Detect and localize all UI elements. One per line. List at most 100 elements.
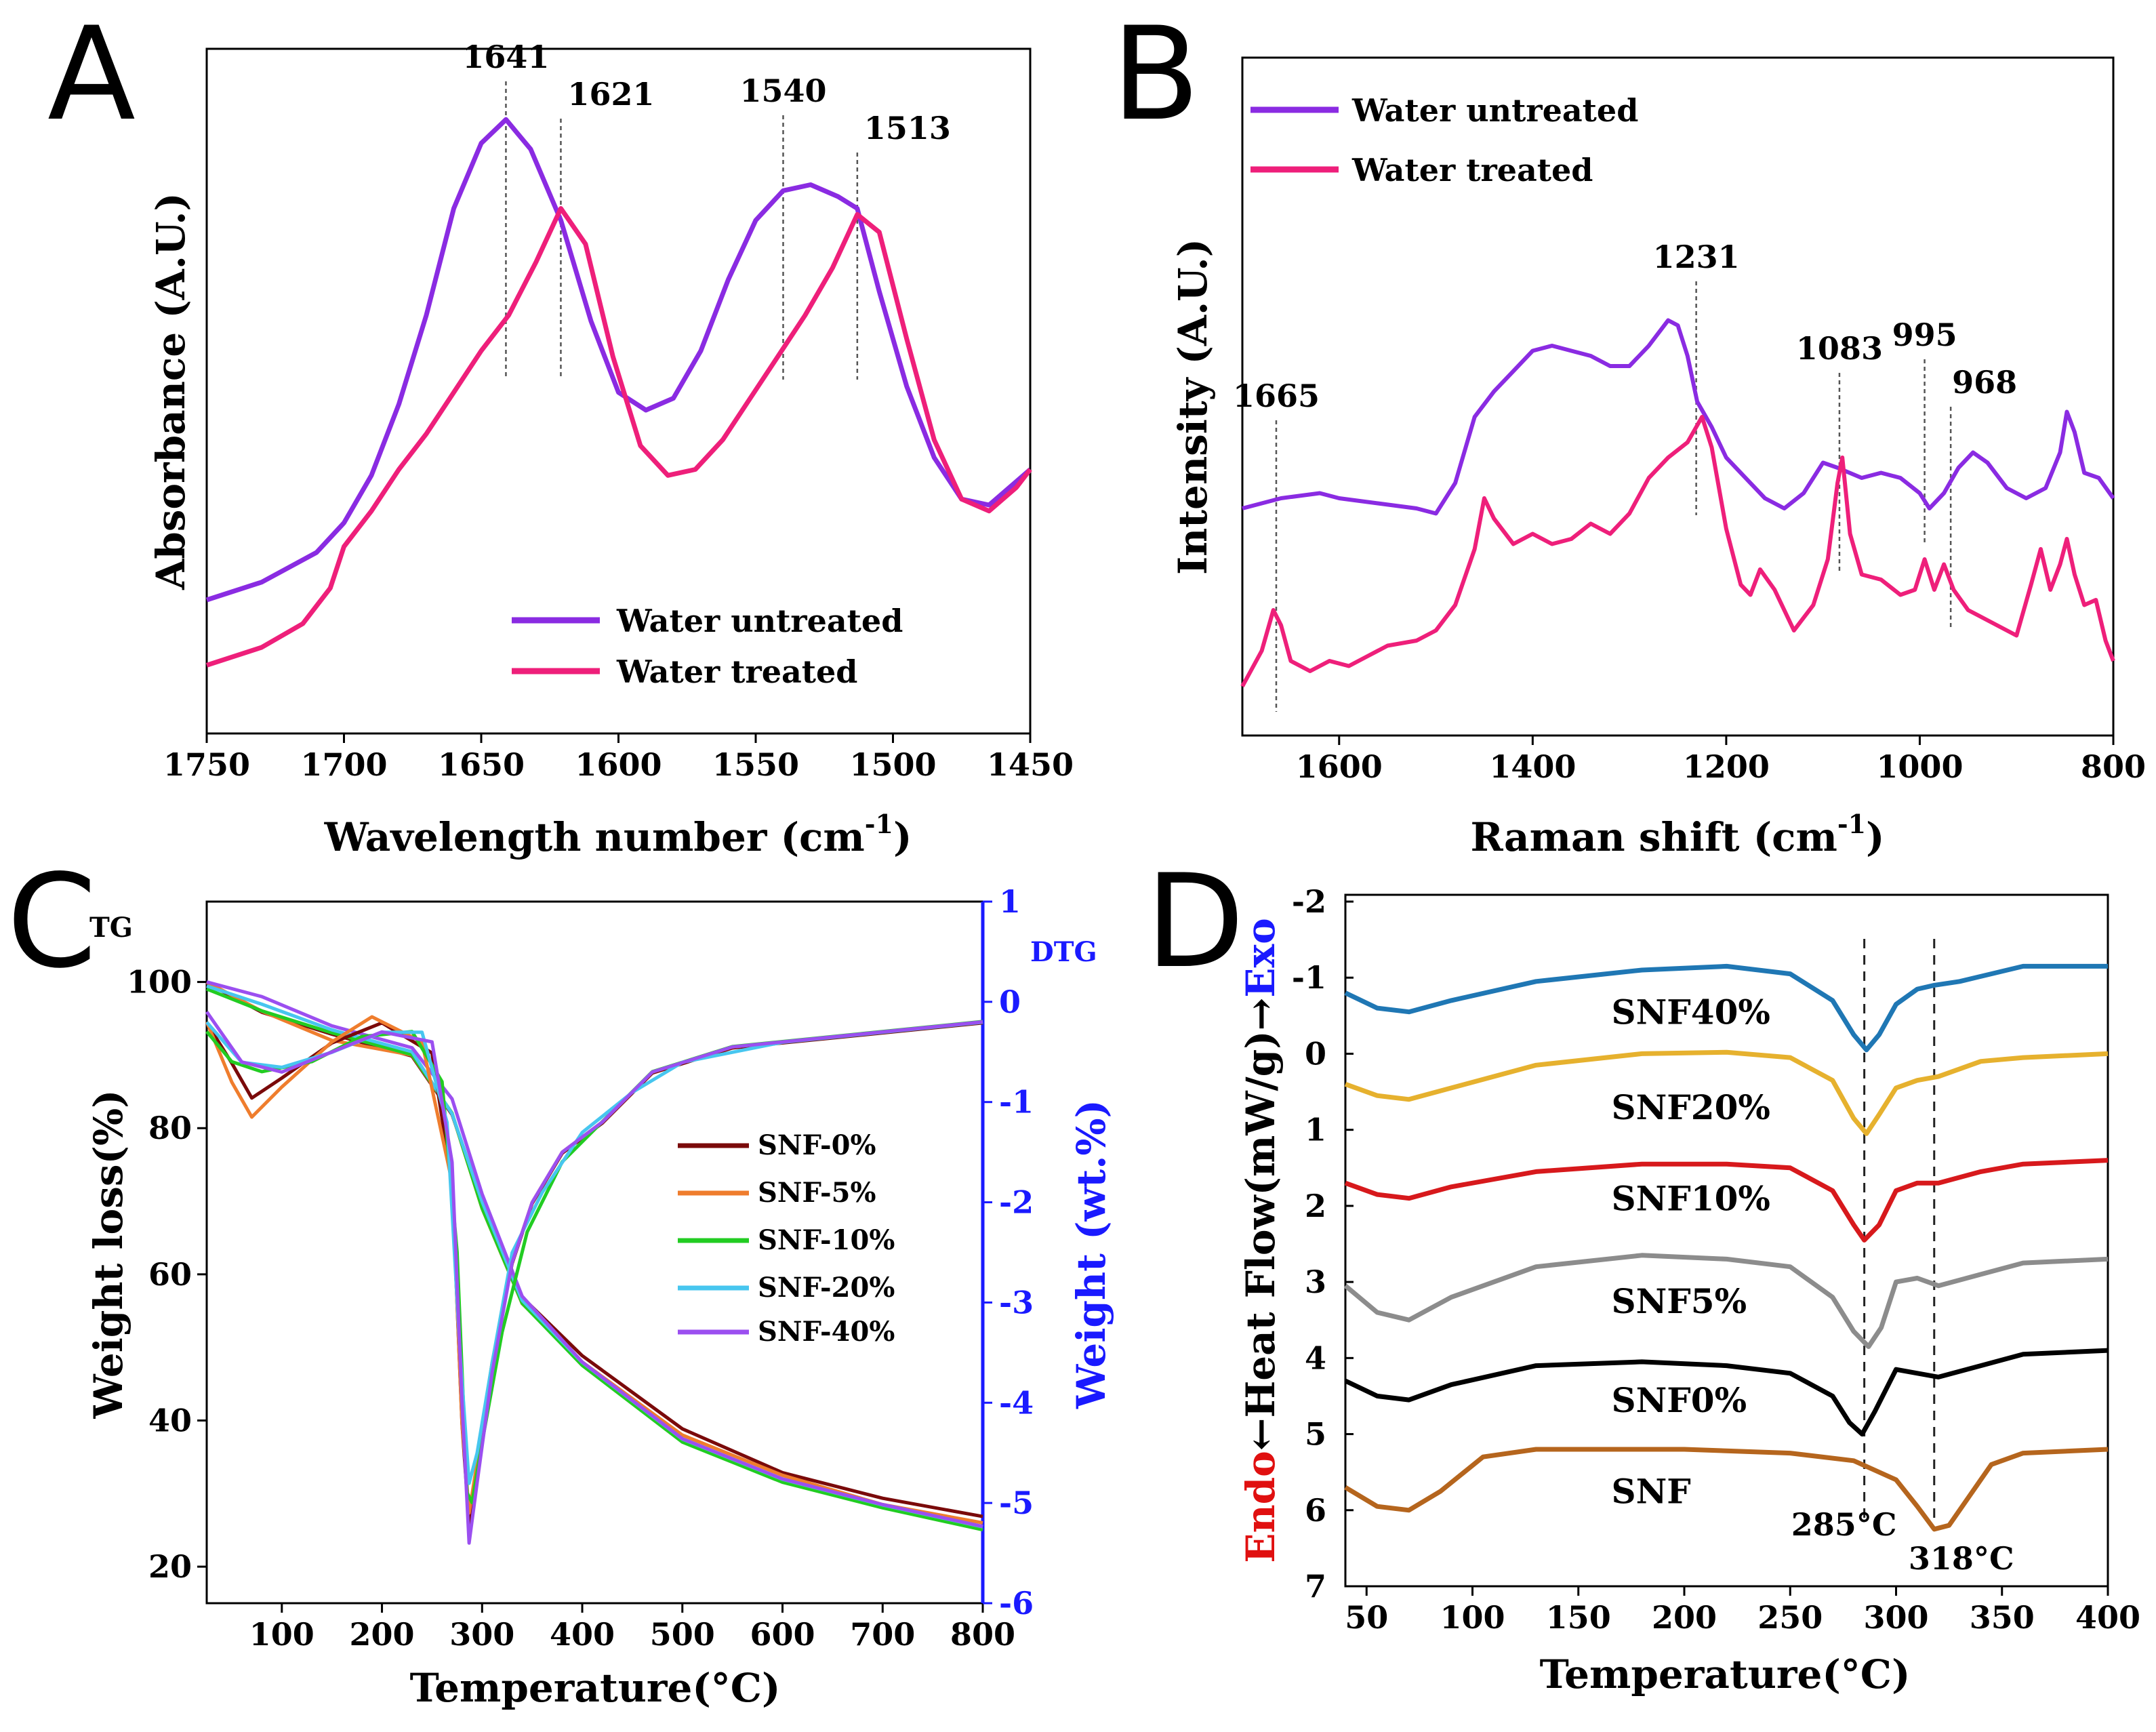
panel-b-xticks: 1600 1400 1200 1000 800 [1296, 736, 2146, 785]
panel-d-tick-label: 1 [1305, 1112, 1326, 1148]
legend-label-snf-0: SNF-0% [758, 1129, 876, 1161]
panel-c-left-tick-label: 100 [127, 964, 192, 1001]
panel-b-xlabel: Raman shift (cm-1) [1470, 809, 1884, 860]
panel-d-series-label: SNF0% [1612, 1380, 1747, 1420]
panel-c-x-tick-label: 600 [750, 1616, 815, 1653]
panel-c-xticks: 100 200 300 400 500 600 700 800 [249, 1603, 1015, 1653]
panel-b-peak-label: 968 [1952, 364, 2017, 401]
panel-d-x-tick-label: 100 [1440, 1599, 1505, 1636]
panel-c-left-tick-label: 80 [148, 1110, 192, 1146]
panel-c-x-tick-label: 300 [449, 1616, 514, 1653]
panel-b-ylabel: Intensity (A.U.) [1170, 239, 1216, 575]
panel-c-x-tick-label: 800 [950, 1616, 1015, 1653]
panel-c-tg-line [206, 987, 983, 1532]
panel-a-peak-label: 1513 [864, 110, 951, 146]
panel-d-series-label: SNF [1612, 1472, 1691, 1512]
panel-c-dtg-label: DTG [1030, 936, 1097, 968]
legend-label-untreated: Water untreated [616, 603, 903, 639]
panel-c-dtg-line [205, 1011, 983, 1545]
panel-d-series-label: SNF10% [1612, 1179, 1770, 1219]
panel-c-series [205, 980, 983, 1545]
panel-a-xticks: 1750 1700 1650 1600 1550 1500 1450 [163, 733, 1074, 783]
panel-c-left-tick-label: 20 [148, 1548, 192, 1585]
panel-d-xticks: 50 100 150 200 250 300 350 400 [1345, 1586, 2140, 1636]
panel-d-tick-label: 7 [1305, 1568, 1326, 1605]
panel-a-letter: A [47, 0, 136, 149]
panel-a-ylabel: Absorbance (A.U.) [148, 193, 194, 590]
panel-c-right-tick-label: -1 [999, 1084, 1034, 1121]
panel-d-tick-label: -1 [1292, 959, 1326, 996]
panel-c-left-ylabel: Weight loss(%) [85, 1089, 131, 1419]
panel-d-yticks: -2 -1 0 1 2 3 4 5 6 7 [1292, 883, 1354, 1605]
panel-a-series [205, 117, 1032, 668]
panel-d-marker-label: 318°C [1909, 1540, 2014, 1577]
panel-a-x-tick-label: 1700 [300, 746, 387, 783]
panel-c-right-tick-label: -2 [999, 1184, 1034, 1221]
legend-label-snf-5: SNF-5% [758, 1177, 876, 1209]
panel-d-tick-label: 2 [1305, 1188, 1326, 1224]
panel-a: A 1750 1700 1650 1600 1550 1500 1450 1641 1621… [47, 0, 1074, 860]
panel-c-x-tick-label: 400 [550, 1616, 615, 1653]
panel-d-tick-label: 5 [1305, 1416, 1326, 1453]
panel-a-peak-label: 1621 [567, 76, 654, 113]
panel-b-peak-label: 995 [1892, 317, 1957, 353]
panel-a-x-tick-label: 1450 [987, 746, 1074, 783]
legend-label-treated: Water treated [616, 653, 857, 690]
legend-label-untreated: Water untreated [1351, 92, 1638, 129]
panel-a-peak-label: 1540 [739, 73, 826, 109]
panel-d-series-label: SNF5% [1612, 1281, 1747, 1321]
panel-b-series-line [1240, 415, 2115, 687]
panel-c-right-tick-label: -3 [999, 1284, 1034, 1321]
panel-d-x-tick-label: 250 [1757, 1599, 1823, 1636]
panel-d-marker-label: 285°C [1791, 1506, 1897, 1543]
panel-c-tg-label: TG [89, 912, 133, 944]
panel-d-series-label: SNF40% [1612, 992, 1770, 1032]
panel-b-x-tick-label: 1600 [1296, 748, 1383, 785]
panel-d-series-line [1344, 1348, 2109, 1437]
panel-a-x-tick-label: 1600 [575, 746, 662, 783]
panel-d-x-tick-label: 50 [1345, 1599, 1388, 1636]
panel-a-legend: Water untreated Water treated [512, 603, 903, 690]
panel-c-right-ylabel: Weight (wt.%) [1068, 1100, 1114, 1409]
panel-c-dtg-line [205, 1020, 983, 1505]
panel-a-series-line [205, 117, 1032, 603]
panel-d-x-tick-label: 400 [2075, 1599, 2140, 1636]
legend-label-treated: Water treated [1351, 152, 1593, 188]
panel-b: B 1600 1400 1200 1000 800 1665 1231 1083 995… [1112, 0, 2146, 860]
panel-d-tick-label: 4 [1305, 1340, 1326, 1376]
panel-a-x-tick-label: 1750 [163, 746, 250, 783]
panel-c-right-yticks: 1 0 -1 -2 -3 -4 -5 -6 [983, 883, 1034, 1622]
panel-b-series [1240, 318, 2115, 687]
panel-c-right-tick-label: -6 [999, 1585, 1034, 1622]
panel-d-x-tick-label: 200 [1652, 1599, 1717, 1636]
panel-d-tick-label: -2 [1292, 883, 1326, 920]
legend-label-snf-40: SNF-40% [758, 1316, 895, 1348]
panel-b-x-tick-label: 1000 [1876, 748, 1963, 785]
panel-b-peak-label: 1083 [1796, 330, 1883, 367]
panel-c-right-tick-label: -4 [999, 1384, 1034, 1421]
panel-b-x-tick-label: 1200 [1683, 748, 1770, 785]
panel-c-legend: SNF-0% SNF-5% SNF-10% SNF-20% SNF-40% [678, 1129, 895, 1348]
panel-a-x-tick-label: 1650 [438, 746, 525, 783]
panel-c-x-tick-label: 100 [249, 1616, 314, 1653]
panel-d-x-tick-label: 300 [1863, 1599, 1928, 1636]
panel-c-x-tick-label: 200 [350, 1616, 415, 1653]
panel-a-x-tick-label: 1550 [712, 746, 799, 783]
panel-b-letter: B [1112, 0, 1200, 149]
panel-a-x-tick-label: 1500 [849, 746, 936, 783]
panel-c-right-tick-label: 1 [999, 883, 1021, 920]
panel-a-peak-guides [505, 81, 859, 380]
panel-d: D 50 100 150 200 250 300 350 400 -2 -1 0 1 2 3 4 5 6 7 S… [1145, 847, 2140, 1697]
panel-c-x-tick-label: 700 [850, 1616, 915, 1653]
panel-d-tick-label: 3 [1305, 1264, 1326, 1300]
panel-c-xlabel: Temperature(°C) [410, 1665, 781, 1711]
panel-d-series-line [1344, 1447, 2109, 1532]
panel-d-series-line [1343, 1253, 2109, 1349]
panel-c-tg-line [206, 984, 983, 1529]
legend-label-snf-20: SNF-20% [758, 1272, 895, 1304]
panel-c: C TG DTG 100 200 300 400 500 600 700 800 204060… [7, 847, 1114, 1711]
panel-c-left-yticks: 20 40 60 80 100 [127, 964, 207, 1585]
panel-b-x-tick-label: 1400 [1489, 748, 1576, 785]
panel-d-ylabel: Endo←Heat Flow(mW/g)→Exo [1238, 918, 1284, 1563]
